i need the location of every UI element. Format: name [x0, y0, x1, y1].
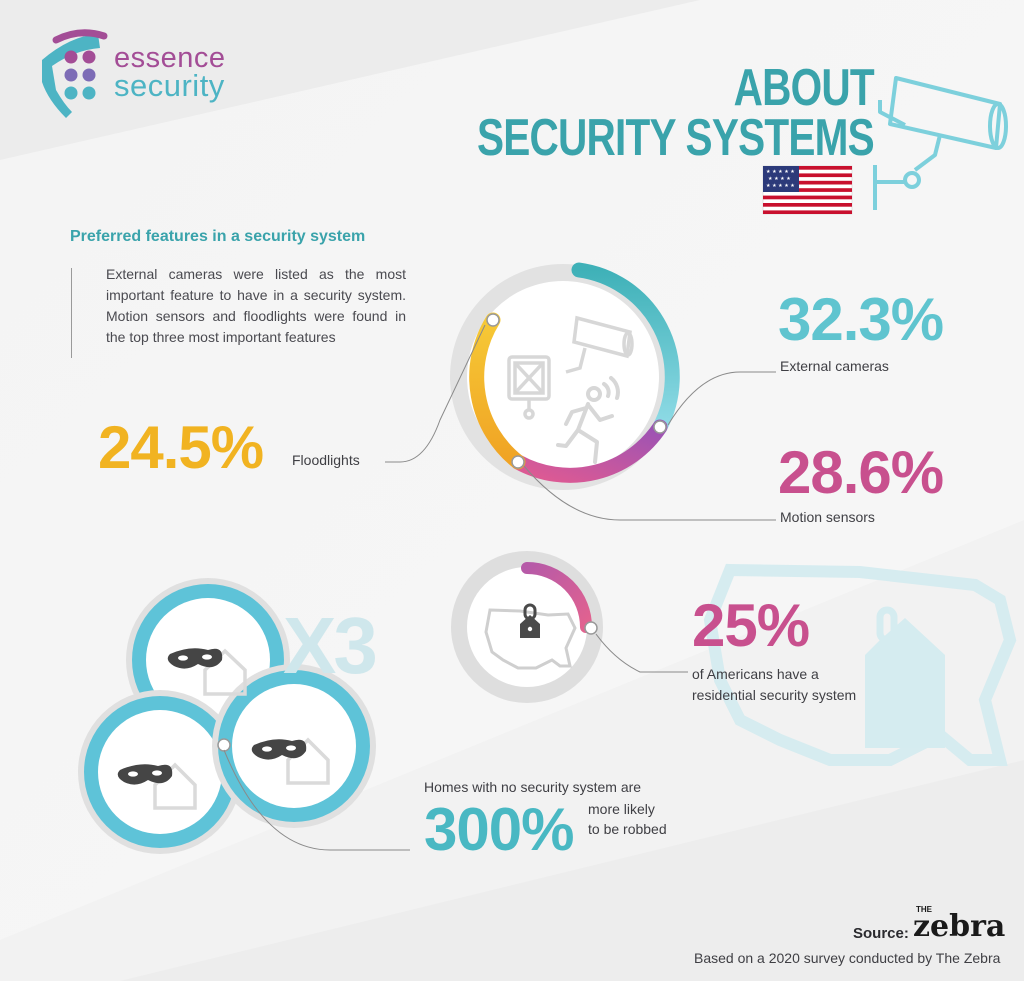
- stat-residential-label-line2: residential security system: [692, 687, 857, 703]
- donut-segment-floodlights: [469, 312, 526, 470]
- stat-floodlights-value: 24.5%: [98, 414, 264, 481]
- svg-text:★ ★ ★ ★ ★: ★ ★ ★ ★ ★: [766, 169, 795, 175]
- stat-robbery-label-line3: to be robbed: [588, 821, 667, 837]
- stat-external-cameras-value: 32.3%: [778, 286, 944, 353]
- stat-motion-sensors-value: 28.6%: [778, 439, 944, 506]
- burglar-mask-icon: [117, 648, 330, 810]
- stat-robbery-value: 300%: [424, 796, 574, 863]
- source-brand: zebra: [913, 909, 1006, 944]
- svg-text:★ ★ ★ ★: ★ ★ ★ ★: [768, 176, 791, 182]
- us-map-icon: [484, 608, 577, 670]
- background-map-icon: [703, 563, 1017, 766]
- shield-logo-icon: [42, 29, 108, 118]
- multiplier-text: X3: [283, 601, 378, 690]
- stat-residential-label-line1: of Americans have a: [692, 666, 819, 682]
- donut-segment-motion-sensors: [510, 419, 668, 483]
- stat-robbery-label-line2: more likely: [588, 801, 655, 817]
- features-description: External cameras were listed as the most…: [106, 266, 406, 345]
- small-camera-icon: [565, 315, 634, 374]
- running-person-icon: [556, 376, 620, 464]
- page-title-line1: ABOUT: [733, 59, 875, 117]
- brand-name-line2: security: [114, 68, 225, 103]
- source-label: Source:: [853, 925, 909, 942]
- background-lock-icon: [865, 606, 945, 748]
- page-title-line2: SECURITY SYSTEMS: [477, 109, 875, 167]
- brand-name-line1: essence: [114, 42, 226, 74]
- padlock-house-icon: [520, 603, 540, 638]
- stat-robbery-label-rest: more likely to be robbed: [588, 799, 667, 839]
- stat-floodlights-label: Floodlights: [292, 452, 360, 468]
- stat-robbery-label-line1: Homes with no security system are: [424, 779, 642, 795]
- source-brand-small: THE: [916, 905, 932, 914]
- features-heading: Preferred features in a security system: [70, 228, 366, 245]
- stat-motion-sensors-label: Motion sensors: [780, 509, 875, 525]
- stat-external-cameras-label: External cameras: [780, 358, 889, 374]
- us-flag-icon: ★ ★ ★ ★ ★ ★ ★ ★ ★ ★ ★ ★ ★ ★: [762, 165, 853, 215]
- source-note: Based on a 2020 survey conducted by The …: [694, 950, 1001, 966]
- stat-residential-label: of Americans have a residential security…: [692, 664, 856, 706]
- description-divider: [71, 268, 72, 358]
- donut-segment-residential: [521, 562, 592, 633]
- donut-segment-external-cameras: [571, 262, 680, 435]
- features-donut-chart: [450, 262, 680, 490]
- stat-residential-value: 25%: [692, 592, 810, 659]
- svg-text:★ ★ ★ ★ ★: ★ ★ ★ ★ ★: [766, 183, 795, 189]
- floodlight-icon: [507, 355, 551, 420]
- security-camera-icon: [873, 76, 1008, 210]
